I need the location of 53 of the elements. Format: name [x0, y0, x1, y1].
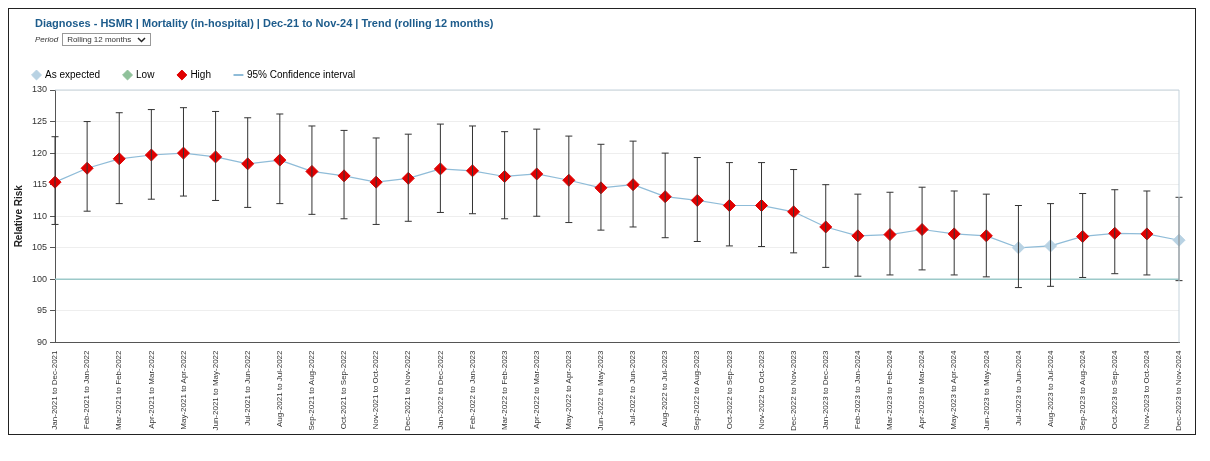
x-tick-label: Sep-2023 to Aug-2024 [1077, 349, 1087, 431]
x-tick-label: Jan-2023 to Dec-2023 [820, 349, 830, 430]
x-tick-label: Jun-2022 to May-2023 [596, 349, 606, 431]
x-tick-label: Aug-2022 to Jul-2023 [660, 349, 670, 427]
x-tick-label: Nov-2022 to Oct-2023 [756, 349, 766, 430]
x-tick-label: Oct-2022 to Sep-2023 [724, 349, 734, 430]
y-tick-label: 115 [32, 179, 48, 190]
legend-label: Low [136, 68, 156, 80]
x-tick-label: May-2021 to Apr-2022 [178, 349, 188, 430]
text: Period [35, 35, 59, 44]
x-tick-label: Aug-2023 to Jul-2024 [1045, 349, 1055, 427]
x-tick-label: Dec-2023 to Nov-2024 [1174, 349, 1184, 431]
x-tick-label: Apr-2023 to Mar-2024 [917, 349, 927, 429]
x-tick-label: Apr-2021 to Mar-2022 [146, 349, 156, 429]
x-tick-label: Oct-2021 to Sep-2022 [339, 349, 349, 430]
y-tick-label: 130 [31, 84, 48, 95]
x-tick-label: Apr-2022 to Mar-2023 [531, 349, 541, 429]
y-tick-label: 125 [31, 116, 48, 127]
x-tick-label: Nov-2023 to Oct-2024 [1142, 349, 1152, 430]
x-tick-label: Jun-2023 to May-2024 [981, 349, 991, 431]
legend-label: High [190, 68, 211, 80]
x-tick-label: May-2022 to Apr-2023 [564, 349, 574, 430]
x-tick-label: Jul-2021 to Jun-2022 [242, 349, 252, 426]
chart-title: Diagnoses - HSMR | Mortality (in-hospital) | Dec-21 to Nov-24 | Trend (rolling 12 months) [34, 16, 495, 29]
x-tick-label: Mar-2022 to Feb-2023 [499, 349, 509, 431]
x-tick-label: Sep-2021 to Aug-2022 [307, 349, 317, 431]
x-tick-label: Jan-2021 to Dec-2021 [50, 349, 60, 430]
x-tick-label: Jul-2022 to Jun-2023 [628, 349, 638, 426]
x-tick-label: Nov-2021 to Oct-2022 [371, 349, 381, 430]
legend-label: 95% Confidence interval [246, 68, 356, 80]
x-tick-label: Sep-2022 to Aug-2023 [692, 349, 702, 431]
x-tick-label: Dec-2021 to Nov-2022 [403, 349, 413, 431]
y-tick-label: 105 [31, 242, 48, 253]
x-tick-label: May-2023 to Apr-2024 [949, 349, 959, 430]
y-tick-label: 95 [37, 305, 48, 316]
y-tick-label: 100 [31, 273, 48, 284]
x-tick-label: Feb-2022 to Jan-2023 [467, 349, 477, 430]
y-tick-label: 90 [37, 336, 48, 347]
legend-label: As expected [45, 68, 101, 80]
y-tick-label: 110 [32, 210, 48, 221]
x-tick-label: Jul-2023 to Jun-2024 [1013, 349, 1023, 426]
x-tick-label: Oct-2023 to Sep-2024 [1109, 349, 1119, 430]
y-axis-title: Relative Risk [12, 184, 24, 248]
x-tick-label: Feb-2023 to Jan-2024 [853, 349, 863, 430]
x-tick-label: Mar-2021 to Feb-2022 [114, 349, 124, 431]
x-tick-label: Mar-2023 to Feb-2024 [885, 349, 895, 431]
x-tick-label: Feb-2021 to Jan-2022 [82, 349, 92, 430]
y-tick-label: 120 [31, 147, 48, 158]
x-tick-label: Dec-2022 to Nov-2023 [788, 349, 798, 431]
x-tick-label: Jan-2022 to Dec-2022 [435, 349, 445, 430]
x-tick-label: Jun-2021 to May-2022 [210, 349, 220, 431]
period-dropdown: Rolling 12 months [62, 33, 152, 46]
x-tick-label: Aug-2021 to Jul-2022 [275, 349, 285, 427]
